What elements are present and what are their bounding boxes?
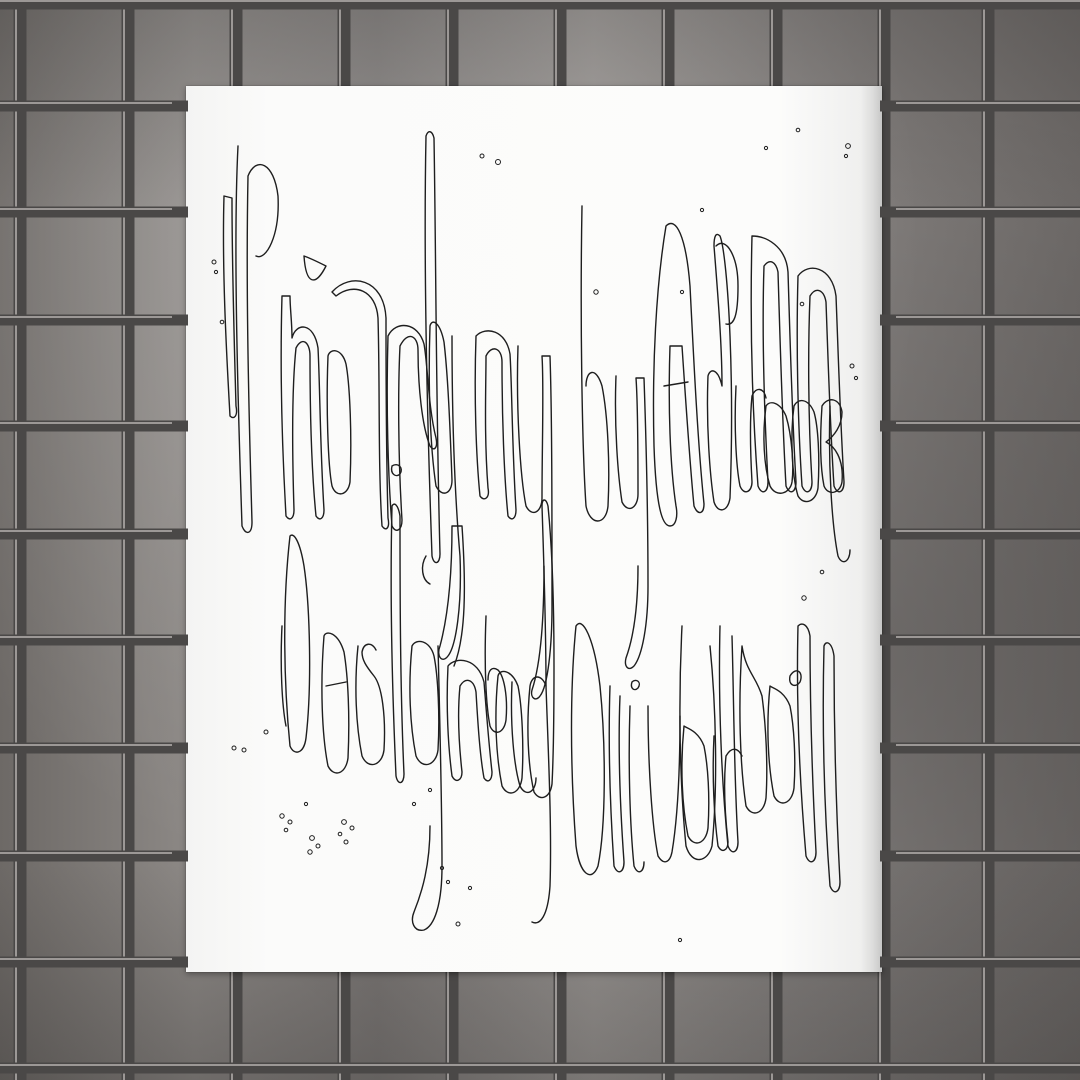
poster-sheet: Photography by Andreas Mandt Designed by… bbox=[186, 86, 882, 972]
line1-lettering bbox=[222, 131, 851, 700]
paper-edge-shadow bbox=[860, 86, 882, 972]
handwritten-outline-lettering bbox=[211, 127, 859, 943]
line2-lettering bbox=[280, 464, 841, 931]
ink-specks bbox=[211, 127, 859, 943]
